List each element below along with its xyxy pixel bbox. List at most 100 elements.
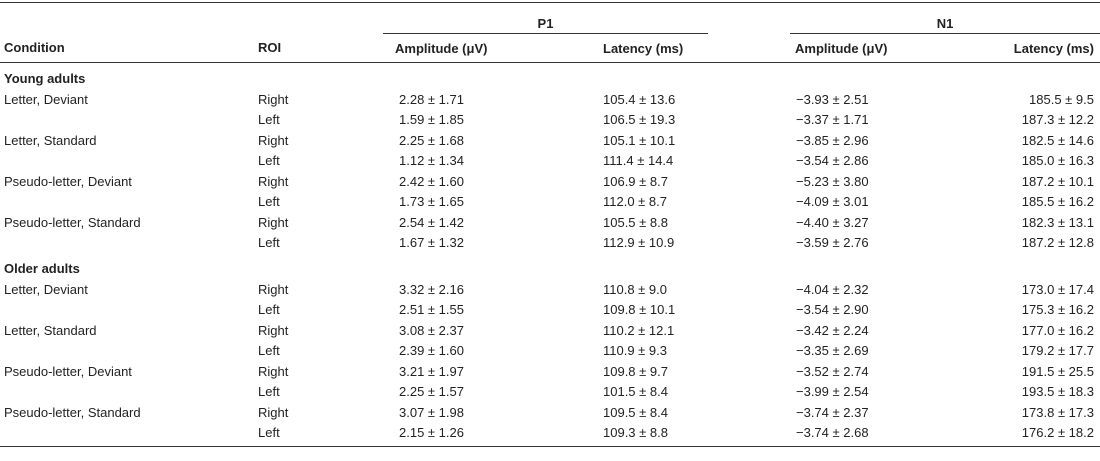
column-header-p1-amplitude: Amplitude (μV) <box>383 33 548 63</box>
cell-n1-amplitude: −3.74 ± 2.37 <box>796 404 869 420</box>
cell-p1-latency: 109.8 ± 10.1 <box>603 302 676 318</box>
cell-p1-amplitude: 2.15 ± 1.26 <box>383 422 548 447</box>
table-row: Pseudo-letter, Standard Right 2.54 ± 1.42 1… <box>0 212 1100 233</box>
cell-p1-amplitude: 2.42 ± 1.60 <box>399 173 464 189</box>
cell-roi: Right <box>258 214 289 230</box>
cell-p1-amplitude: 3.07 ± 1.98 <box>399 404 464 420</box>
table-row: Pseudo-letter, Standard Right 3.07 ± 1.98 1… <box>0 402 1100 423</box>
cell-n1-amplitude: −3.52 ± 2.74 <box>796 363 869 379</box>
cell-condition <box>0 151 258 172</box>
cell-condition <box>0 422 258 447</box>
cell-roi: Right <box>258 173 289 189</box>
cell-gap <box>708 341 790 362</box>
cell-p1-amplitude: 1.59 ± 1.85 <box>399 112 464 128</box>
cell-p1-latency: 111.4 ± 14.4 <box>603 153 674 169</box>
cell-p1-amplitude: 3.21 ± 1.97 <box>399 363 464 379</box>
cell-n1-amplitude: −3.35 ± 2.69 <box>796 343 869 359</box>
table-row: Left 2.39 ± 1.60 110.9 ± 9.3 −3.35 ± 2.69 17… <box>0 341 1100 362</box>
cell-n1-amplitude: −3.93 ± 2.51 <box>796 91 869 107</box>
table-row: Left 2.15 ± 1.26 109.3 ± 8.8 −3.74 ± 2.68 17… <box>0 422 1100 447</box>
table-row: Letter, Deviant Right 3.32 ± 2.16 110.8 ± 9… <box>0 279 1100 300</box>
cell-n1-latency: 179.2 ± 17.7 <box>1021 343 1094 359</box>
cell-condition <box>0 300 258 321</box>
cell-roi: Left <box>258 343 280 359</box>
column-header-roi: ROI <box>258 33 383 63</box>
cell-n1-latency: 185.5 ± 9.5 <box>1029 91 1094 107</box>
cell-gap <box>708 279 790 300</box>
cell-gap <box>708 171 790 192</box>
cell-p1-amplitude: 3.32 ± 2.16 <box>399 281 464 297</box>
cell-p1-latency: 110.2 ± 12.1 <box>603 322 675 338</box>
cell-n1-latency: 187.2 ± 10.1 <box>1021 173 1094 189</box>
cell-n1-latency: 182.5 ± 14.6 <box>1021 132 1094 148</box>
cell-roi: Left <box>258 235 280 251</box>
cell-p1-amplitude: 2.39 ± 1.60 <box>399 343 464 359</box>
cell-p1-latency: 105.5 ± 8.8 <box>603 214 668 230</box>
cell-n1-amplitude: −3.37 ± 1.71 <box>796 112 869 128</box>
cell-n1-amplitude: −4.09 ± 3.01 <box>796 194 869 210</box>
cell-condition: Letter, Deviant <box>4 281 88 297</box>
table-row: Letter, Standard Right 2.25 ± 1.68 105.1 ± … <box>0 130 1100 151</box>
table-row: Left 1.59 ± 1.85 106.5 ± 19.3 −3.37 ± 1.71 1… <box>0 110 1100 131</box>
cell-gap <box>708 192 790 213</box>
cell-n1-latency: 173.0 ± 17.4 <box>1021 281 1094 297</box>
cell-condition <box>0 192 258 213</box>
table-row: Left 2.25 ± 1.57 101.5 ± 8.4 −3.99 ± 2.54 19… <box>0 382 1100 403</box>
table-row: Left 1.73 ± 1.65 112.0 ± 8.7 −4.09 ± 3.01 18… <box>0 192 1100 213</box>
cell-roi: Left <box>258 112 280 128</box>
cell-gap <box>708 300 790 321</box>
cell-p1-amplitude: 2.25 ± 1.68 <box>399 132 464 148</box>
cell-n1-latency: 191.5 ± 25.5 <box>1021 363 1094 379</box>
cell-n1-latency: 187.3 ± 12.2 <box>1021 112 1094 128</box>
column-header-n1-amplitude: Amplitude (μV) <box>790 33 965 63</box>
cell-condition <box>0 233 258 254</box>
column-header-condition: Condition <box>0 33 258 63</box>
cell-p1-amplitude: 1.67 ± 1.32 <box>399 235 464 251</box>
cell-gap <box>708 382 790 403</box>
cell-gap <box>708 320 790 341</box>
group-header-p1: P1 <box>383 3 708 34</box>
cell-gap <box>708 361 790 382</box>
section-title: Older adults <box>4 261 80 276</box>
cell-gap <box>708 110 790 131</box>
table-row: Pseudo-letter, Deviant Right 2.42 ± 1.60 10… <box>0 171 1100 192</box>
cell-gap <box>708 212 790 233</box>
cell-p1-latency: 109.8 ± 9.7 <box>603 363 668 379</box>
cell-p1-amplitude: 3.08 ± 2.37 <box>399 322 464 338</box>
cell-n1-amplitude: −4.40 ± 3.27 <box>796 214 869 230</box>
cell-roi: Right <box>258 404 289 420</box>
cell-n1-latency: 187.2 ± 12.8 <box>1021 235 1094 251</box>
group-header-n1: N1 <box>790 3 1100 34</box>
cell-p1-latency: 101.5 ± 8.4 <box>603 384 668 400</box>
cell-roi: Left <box>258 422 383 447</box>
erp-results-table: P1 N1 Condition ROI Amplitude (μV) Laten… <box>0 2 1100 447</box>
cell-p1-amplitude: 2.51 ± 1.55 <box>399 302 464 318</box>
cell-n1-latency: 185.5 ± 16.2 <box>1021 194 1094 210</box>
table-row: Left 1.12 ± 1.34 111.4 ± 14.4 −3.54 ± 2.86 1… <box>0 151 1100 172</box>
cell-n1-latency: 193.5 ± 18.3 <box>1021 384 1094 400</box>
table-row: Letter, Standard Right 3.08 ± 2.37 110.2 ± … <box>0 320 1100 341</box>
cell-gap <box>708 422 790 447</box>
cell-p1-amplitude: 1.73 ± 1.65 <box>399 194 464 210</box>
table-row: Left 1.67 ± 1.32 112.9 ± 10.9 −3.59 ± 2.76 1… <box>0 233 1100 254</box>
cell-p1-amplitude: 2.54 ± 1.42 <box>399 214 464 230</box>
cell-n1-latency: 176.2 ± 18.2 <box>965 422 1100 447</box>
cell-p1-latency: 112.9 ± 10.9 <box>603 235 675 251</box>
cell-n1-amplitude: −3.42 ± 2.24 <box>796 322 869 338</box>
cell-p1-latency: 110.9 ± 9.3 <box>603 343 667 359</box>
cell-roi: Right <box>258 322 289 338</box>
cell-condition: Pseudo-letter, Standard <box>4 404 141 420</box>
cell-p1-latency: 109.5 ± 8.4 <box>603 404 668 420</box>
column-header-n1-latency: Latency (ms) <box>965 33 1100 63</box>
cell-p1-amplitude: 1.12 ± 1.34 <box>399 153 464 169</box>
cell-n1-amplitude: −3.54 ± 2.86 <box>796 153 869 169</box>
cell-p1-latency: 105.4 ± 13.6 <box>603 91 676 107</box>
cell-roi: Left <box>258 302 280 318</box>
cell-roi: Right <box>258 363 289 379</box>
cell-roi: Left <box>258 194 280 210</box>
table-row: Pseudo-letter, Deviant Right 3.21 ± 1.97 10… <box>0 361 1100 382</box>
cell-p1-amplitude: 2.28 ± 1.71 <box>399 91 464 107</box>
cell-condition: Letter, Deviant <box>4 91 88 107</box>
cell-roi: Right <box>258 132 289 148</box>
cell-p1-latency: 109.3 ± 8.8 <box>548 422 708 447</box>
